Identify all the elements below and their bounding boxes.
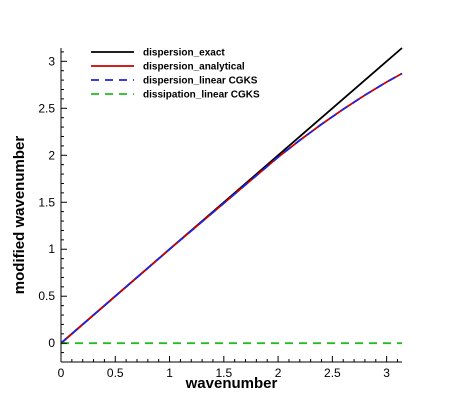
y-tick-label: 2 [48,148,55,162]
x-axis-title: wavenumber [185,375,278,392]
legend-label: dispersion_analytical [143,62,245,73]
x-tick-label: 0 [58,366,65,380]
x-tick-label: 1.5 [215,366,232,380]
legend-label: dissipation_linear CGKS [143,90,260,101]
y-tick-label: 1 [48,242,55,256]
series-layer [60,47,403,345]
y-tick-label: 0 [48,336,55,350]
x-tick-label: 0.5 [107,366,124,380]
y-tick-label: 0.5 [38,289,55,303]
series-line-dispersion-linear-cgks [60,72,403,344]
x-tick-label: 2.5 [324,366,341,380]
legend-label: dispersion_linear CGKS [143,76,258,87]
y-tick-label: 1.5 [38,195,55,209]
x-tick-label: 2 [275,366,282,380]
y-axis-title: modified wavenumber [11,136,28,295]
legend: dispersion_exact dispersion_analyticaldis… [91,48,260,101]
y-tick-label: 3 [48,54,55,68]
x-tick-label: 1 [166,366,173,380]
axes-layer: 0 0.5 1 1.5 2 2.5 3 0 0.5 1 1.5 2 2.5 3 [38,48,402,380]
y-tick-label: 2.5 [38,101,55,115]
x-tick-label: 3 [383,366,390,380]
legend-label: dispersion_exact [143,48,225,59]
